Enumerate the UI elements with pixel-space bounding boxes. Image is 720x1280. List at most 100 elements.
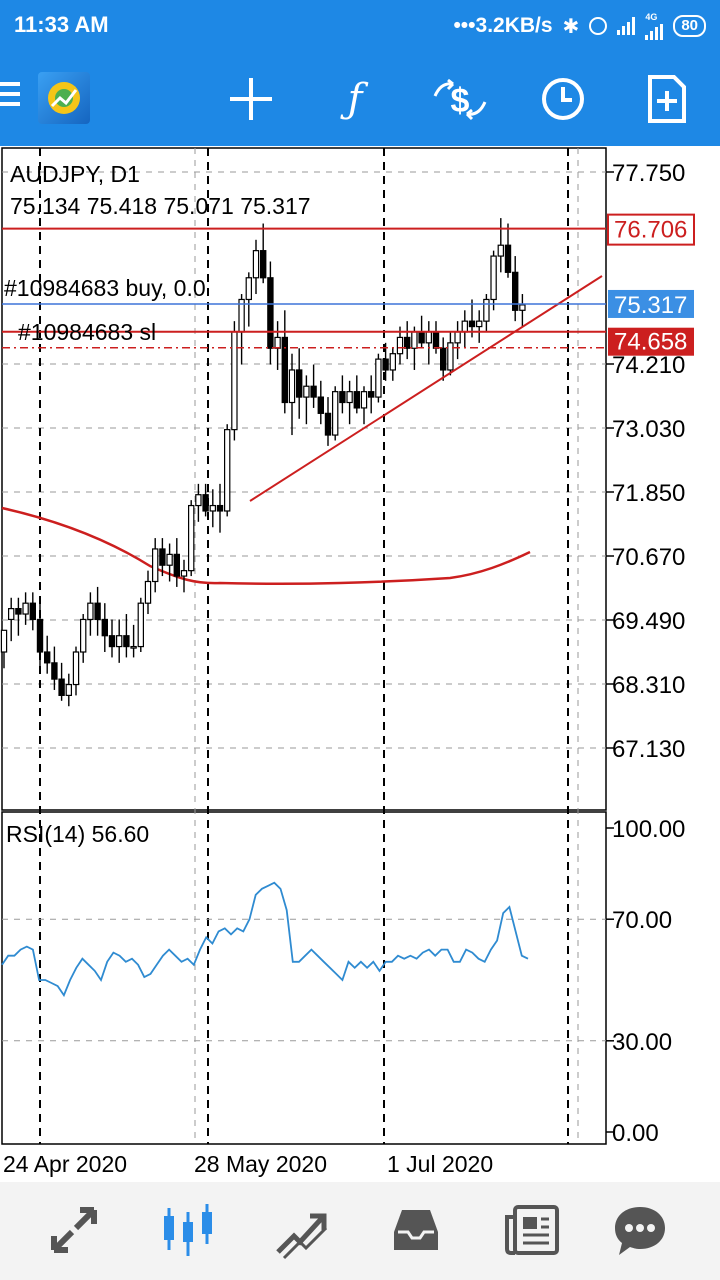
rsi-axis-label: 30.00 [612, 1029, 672, 1056]
order-label: #10984683 buy, 0.0 [4, 275, 206, 301]
candle-bear [382, 358, 389, 371]
alarm-icon [589, 17, 608, 35]
timeframe-clock-icon[interactable] [538, 74, 588, 124]
trade-tab[interactable] [272, 1200, 332, 1260]
candle-bear [267, 277, 274, 349]
candle-bull [288, 369, 296, 404]
status-bar: 11:33 AM •••3.2KB/s ✱ 4G 80 [0, 0, 720, 52]
rsi-axis-label: 0.00 [612, 1120, 659, 1147]
candle-bull [166, 553, 173, 566]
candle-bull [72, 651, 80, 686]
candle-bear [58, 678, 65, 696]
candle-bull [8, 608, 15, 621]
battery-level: 80 [681, 17, 698, 34]
arrows-icon [51, 1207, 97, 1253]
candle-bear [440, 347, 447, 371]
signal-icon [617, 17, 636, 35]
candle-bear [296, 369, 303, 398]
newspaper-icon [505, 1205, 559, 1255]
candle-bear [468, 320, 476, 328]
bluetooth-icon: ✱ [562, 15, 580, 38]
candle-bull [425, 331, 433, 344]
candle-bull [360, 391, 368, 409]
crosshair-icon[interactable] [226, 74, 276, 124]
candle-bear [281, 336, 289, 404]
candle-bear [108, 635, 116, 648]
candle-bull [152, 548, 159, 583]
currency-icon[interactable]: $ [430, 74, 490, 124]
candle-bear [123, 635, 130, 648]
candle-bull [65, 683, 72, 696]
candle-bull [0, 629, 8, 653]
price-axis-label: 71.850 [612, 480, 685, 507]
sl-label: #10984683 sl [18, 319, 156, 345]
candle-bull [490, 255, 497, 301]
menu-icon[interactable] [0, 82, 22, 116]
candle-bear [418, 331, 425, 344]
candle-bear [353, 391, 361, 409]
history-tab[interactable] [386, 1200, 446, 1260]
battery-icon: 80 [673, 15, 706, 37]
price-chart[interactable]: 76.706 75.317 74.658 77.750 74.210 73.030 71.… [0, 146, 720, 1182]
candle-bull [195, 494, 202, 507]
new-object-icon[interactable] [642, 72, 692, 126]
price-axis-label: 69.490 [612, 608, 685, 635]
date-axis-label: 1 Jul 2020 [387, 1151, 493, 1177]
chart-tab[interactable] [158, 1200, 218, 1260]
candle-bear [432, 331, 440, 349]
chat-tab[interactable] [610, 1200, 670, 1260]
status-time: 11:33 AM [14, 12, 109, 37]
candle-bear [324, 412, 332, 436]
candle-bear [43, 651, 51, 664]
rsi-axis-label: 100.00 [612, 816, 685, 843]
wifi-signal-icon [645, 22, 664, 40]
candle-bear [404, 336, 411, 349]
candle-bear [368, 391, 375, 398]
candle-bull [209, 504, 216, 512]
date-axis-label: 24 Apr 2020 [3, 1151, 127, 1177]
app-logo-icon[interactable] [38, 72, 90, 124]
net-speed: •••3.2KB/s [453, 14, 553, 37]
candle-bull [274, 336, 281, 349]
candle-bull [115, 635, 123, 648]
candle-bear [15, 608, 22, 615]
rsi-panel-frame [1, 811, 607, 1145]
candle-bull [332, 391, 339, 436]
svg-text:$: $ [451, 82, 470, 120]
candle-bull [144, 580, 152, 604]
candle-bull [346, 391, 353, 404]
indicators-icon[interactable]: ƒ [347, 76, 363, 122]
candle-bear [339, 391, 346, 404]
candle-bull [252, 250, 260, 279]
candle-bear [504, 244, 512, 273]
candle-bear [36, 618, 44, 653]
stop-loss-value: 74.658 [614, 329, 687, 356]
price-axis-label: 73.030 [612, 416, 685, 443]
chart-area[interactable]: 76.706 75.317 74.658 77.750 74.210 73.030 71.… [0, 146, 720, 1182]
date-axis-label: 28 May 2020 [194, 1151, 327, 1177]
news-tab[interactable] [502, 1200, 562, 1260]
candle-bear [29, 602, 37, 621]
candle-bull [87, 602, 94, 621]
network-type: 4G [645, 11, 658, 22]
status-icons: •••3.2KB/s ✱ 4G 80 [453, 12, 706, 40]
candle-bull [375, 358, 382, 398]
bottom-nav [0, 1182, 720, 1280]
toolbar: ƒ $ [0, 52, 720, 146]
candle-bull [519, 304, 526, 311]
candle-bull [447, 342, 454, 371]
price-axis-label: 70.670 [612, 544, 685, 571]
quotes-tab[interactable] [44, 1200, 104, 1260]
candle-bear [260, 250, 267, 279]
resistance-price-tag [607, 213, 695, 246]
candle-bear [511, 271, 519, 311]
chat-icon [615, 1207, 665, 1255]
rsi-line [1, 881, 529, 998]
candle-bull [245, 277, 252, 301]
candle-bull [303, 385, 310, 398]
candle-bear [173, 553, 180, 577]
candle-bear [94, 602, 101, 621]
candle-bear [101, 618, 108, 637]
candle-bear [216, 504, 224, 512]
candle-bear [51, 662, 58, 680]
